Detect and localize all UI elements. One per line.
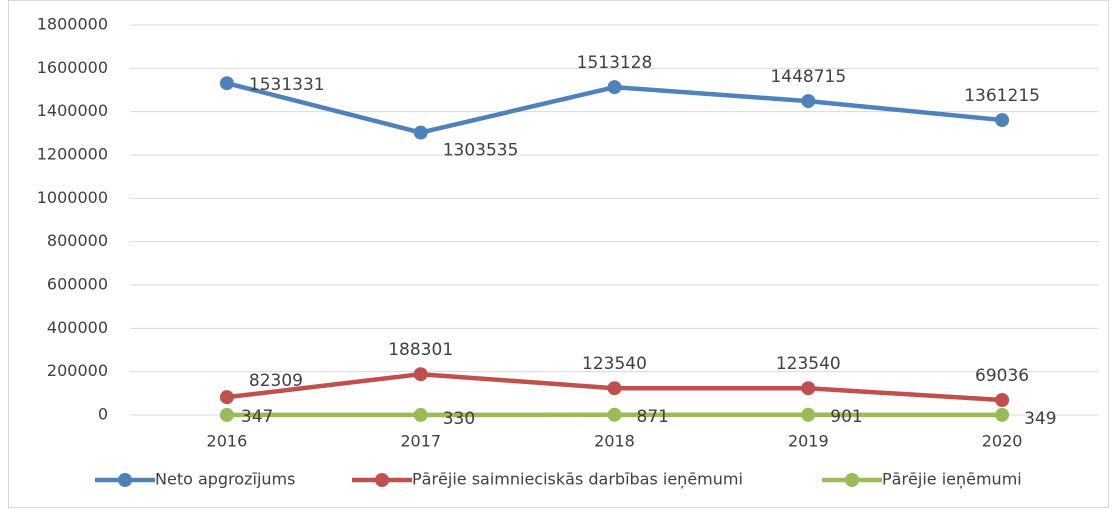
- data-label: 1361215: [964, 86, 1040, 106]
- data-label: 347: [241, 407, 273, 427]
- point: [995, 393, 1010, 408]
- data-label: 82309: [249, 371, 303, 391]
- x-tick-label: 2017: [400, 432, 441, 451]
- y-tick-label: 1600000: [37, 58, 108, 77]
- point: [995, 113, 1010, 128]
- point: [219, 390, 234, 405]
- point: [607, 407, 622, 422]
- legend-label: Pārējie ieņēmumi: [882, 470, 1022, 489]
- x-tick-label: 2018: [594, 432, 635, 451]
- data-label: 871: [637, 407, 669, 427]
- data-label: 349: [1024, 409, 1056, 429]
- x-tick-label: 2019: [788, 432, 829, 451]
- data-label: 123540: [776, 354, 841, 374]
- point: [995, 407, 1010, 422]
- legend-label: Neto apgrozījums: [155, 470, 295, 489]
- chart-border: [8, 0, 1109, 508]
- legend-label: Pārējie saimnieciskās darbības ieņēmumi: [412, 470, 743, 489]
- x-tick-label: 2020: [982, 432, 1023, 451]
- y-tick-label: 400000: [47, 318, 108, 337]
- y-tick-label: 1400000: [37, 101, 108, 120]
- data-label: 69036: [975, 366, 1029, 386]
- y-tick-label: 1800000: [37, 15, 108, 34]
- data-label: 330: [443, 409, 475, 429]
- point: [413, 407, 428, 422]
- y-tick-label: 1200000: [37, 145, 108, 164]
- point: [413, 125, 428, 140]
- point: [607, 381, 622, 396]
- data-label: 901: [830, 407, 862, 427]
- data-label: 1303535: [443, 141, 519, 161]
- y-tick-label: 200000: [47, 361, 108, 380]
- point: [219, 407, 234, 422]
- data-label: 1513128: [577, 53, 653, 73]
- x-tick-label: 2016: [207, 432, 248, 451]
- legend-marker: [375, 473, 389, 487]
- point: [413, 367, 428, 382]
- point: [801, 381, 816, 396]
- data-label: 123540: [582, 354, 647, 374]
- point: [219, 76, 234, 91]
- legend-marker: [118, 473, 132, 487]
- y-tick-label: 600000: [47, 275, 108, 294]
- data-label: 1531331: [249, 75, 325, 95]
- y-tick-label: 800000: [47, 231, 108, 250]
- data-label: 188301: [388, 340, 453, 360]
- legend-marker: [845, 473, 859, 487]
- point: [801, 94, 816, 109]
- y-tick-label: 1000000: [37, 188, 108, 207]
- y-tick-label: 0: [98, 405, 108, 424]
- data-label: 1448715: [770, 67, 846, 87]
- point: [801, 407, 816, 422]
- point: [607, 80, 622, 95]
